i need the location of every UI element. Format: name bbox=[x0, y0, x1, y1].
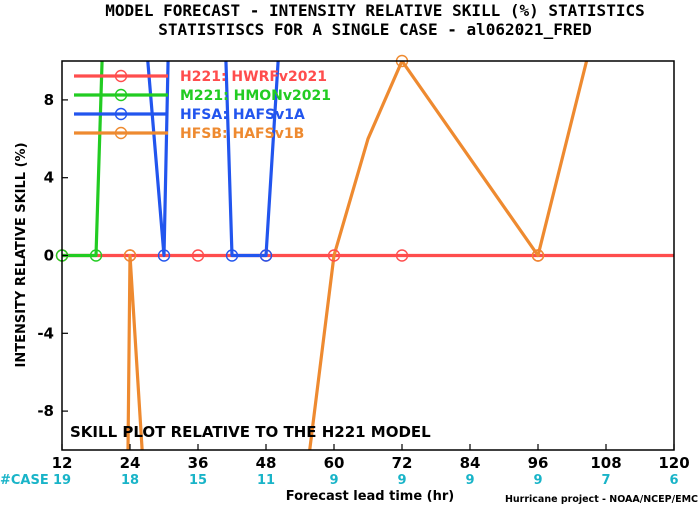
legend-label-hfsa: HFSA: HAFSv1A bbox=[180, 107, 305, 123]
case-count-108: 7 bbox=[601, 473, 610, 488]
marker-hfsa-42 bbox=[225, 249, 239, 262]
legend-label-h221: H221: HWRFv2021 bbox=[180, 69, 327, 85]
x-tick-label-120: 120 bbox=[658, 454, 689, 472]
y-tick-label-0: 0 bbox=[44, 247, 54, 265]
x-tick-label-24: 24 bbox=[120, 454, 141, 472]
chart-title: MODEL FORECAST - INTENSITY RELATIVE SKIL… bbox=[105, 1, 644, 20]
x-tick-label-36: 36 bbox=[188, 454, 209, 472]
legend-marker-hfsb bbox=[114, 126, 128, 140]
case-row: #CASE 19 18 15 11 9 9 9 9 7 6 bbox=[0, 473, 679, 488]
x-tick-label-108: 108 bbox=[590, 454, 621, 472]
legend-label-hfsb: HFSB: HAFSv1B bbox=[180, 126, 304, 142]
case-count-120: 6 bbox=[669, 473, 678, 488]
y-tick-label--4: -4 bbox=[37, 324, 54, 342]
case-count-24: 18 bbox=[121, 473, 139, 488]
marker-h221-36 bbox=[191, 249, 205, 262]
x-tick-label-72: 72 bbox=[392, 454, 413, 472]
marker-h221-60 bbox=[327, 249, 341, 262]
marker-hfsa-30 bbox=[157, 249, 171, 262]
y-tick-label-8: 8 bbox=[44, 91, 54, 109]
case-count-36: 15 bbox=[189, 473, 207, 488]
y-axis-label: INTENSITY RELATIVE SKILL (%) bbox=[14, 142, 29, 367]
y-tick-label-4: 4 bbox=[44, 169, 54, 187]
series-line-m221 bbox=[62, 61, 104, 258]
credit-text: Hurricane project - NOAA/NCEP/EMC bbox=[505, 494, 698, 505]
legend-marker-m221 bbox=[114, 88, 128, 102]
marker-m221-18 bbox=[89, 249, 103, 262]
series-line-hfsb bbox=[126, 61, 589, 450]
case-count-60: 9 bbox=[329, 473, 338, 488]
case-count-72: 9 bbox=[397, 473, 406, 488]
legend: H221: HWRFv2021 M221: HMONv2021 HFSA: HAFS… bbox=[74, 69, 331, 142]
case-count-84: 9 bbox=[465, 473, 474, 488]
x-tick-label-84: 84 bbox=[460, 454, 481, 472]
chart-subtitle: STATISTISCS FOR A SINGLE CASE - al062021… bbox=[158, 20, 591, 39]
case-count-96: 9 bbox=[533, 473, 542, 488]
case-count-48: 11 bbox=[257, 473, 275, 488]
series-layer bbox=[62, 61, 674, 450]
x-axis-label: Forecast lead time (hr) bbox=[286, 489, 454, 504]
legend-marker-hfsa bbox=[114, 107, 128, 121]
legend-label-m221: M221: HMONv2021 bbox=[180, 88, 331, 104]
case-count-12: 19 bbox=[53, 473, 71, 488]
marker-h221-72 bbox=[395, 249, 409, 262]
x-tick-label-60: 60 bbox=[324, 454, 345, 472]
case-label: #CASE bbox=[0, 473, 49, 488]
marker-hfsa-48 bbox=[259, 249, 273, 262]
legend-marker-h221 bbox=[114, 69, 128, 83]
y-tick-label--8: -8 bbox=[37, 402, 54, 420]
series-line-hfsa bbox=[146, 61, 280, 258]
x-tick-label-48: 48 bbox=[256, 454, 277, 472]
marker-hfsb-24 bbox=[123, 249, 137, 262]
x-tick-label-12: 12 bbox=[52, 454, 73, 472]
x-tick-label-96: 96 bbox=[528, 454, 549, 472]
skill-note: SKILL PLOT RELATIVE TO THE H221 MODEL bbox=[70, 423, 431, 441]
marker-hfsb-96 bbox=[531, 249, 545, 262]
